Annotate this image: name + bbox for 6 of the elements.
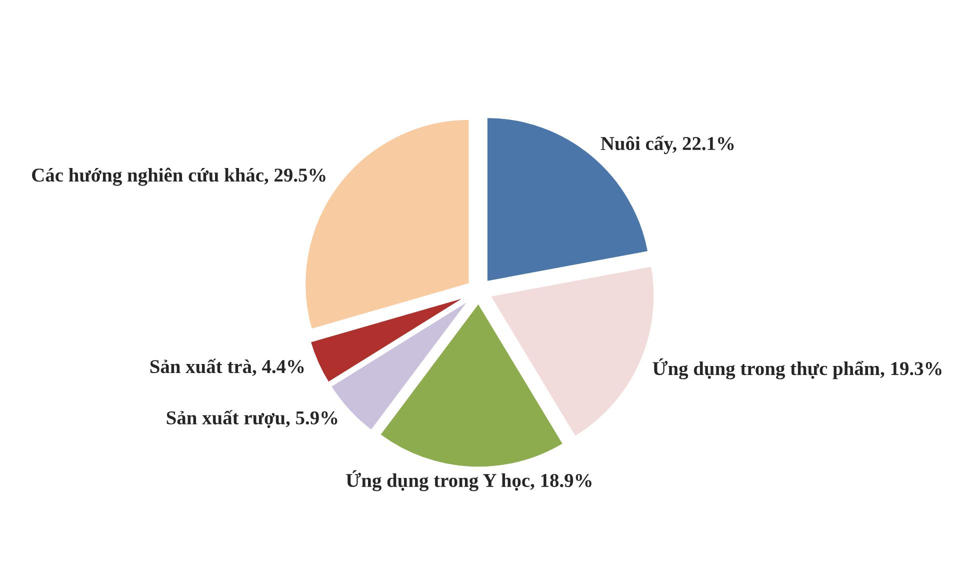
slice-label: Nuôi cấy, 22.1% xyxy=(600,136,734,154)
slice-label: Sản xuất trà, 4.4% xyxy=(150,358,304,376)
slice-label: Sản xuất rượu, 5.9% xyxy=(166,410,338,428)
slice-label: Ứng dụng trong thực phẩm, 19.3% xyxy=(652,358,942,380)
slice-label: Các hướng nghiên cứu khác, 29.5% xyxy=(32,168,326,186)
slice-label: Ứng dụng trong Y học, 18.9% xyxy=(346,470,592,492)
